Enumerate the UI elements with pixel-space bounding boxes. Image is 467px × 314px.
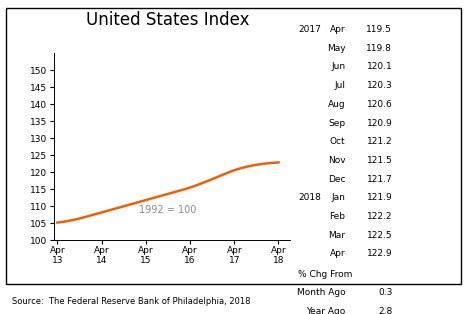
Text: % Chg From: % Chg From [298, 269, 352, 279]
Text: 120.9: 120.9 [367, 118, 392, 127]
Text: 119.5: 119.5 [367, 25, 392, 34]
Text: Jul: Jul [334, 81, 346, 90]
Text: 2.8: 2.8 [378, 307, 392, 314]
Text: Dec: Dec [328, 175, 346, 184]
Text: United States Index: United States Index [86, 11, 250, 29]
Text: Aug: Aug [328, 100, 346, 109]
Text: 119.8: 119.8 [367, 44, 392, 53]
Text: 121.2: 121.2 [367, 137, 392, 146]
Text: Feb: Feb [330, 212, 346, 221]
Text: 0.3: 0.3 [378, 288, 392, 297]
Text: 121.7: 121.7 [367, 175, 392, 184]
Text: Nov: Nov [328, 156, 346, 165]
Text: 120.1: 120.1 [367, 62, 392, 72]
Text: 1992 = 100: 1992 = 100 [139, 205, 197, 215]
Text: Jan: Jan [332, 193, 346, 202]
Text: Apr: Apr [330, 249, 346, 258]
Text: 122.9: 122.9 [367, 249, 392, 258]
Text: Month Ago: Month Ago [297, 288, 346, 297]
Text: 120.6: 120.6 [367, 100, 392, 109]
Text: Sep: Sep [328, 118, 346, 127]
Text: 121.5: 121.5 [367, 156, 392, 165]
Text: 122.5: 122.5 [367, 230, 392, 240]
Text: 2017: 2017 [298, 25, 321, 34]
Text: Year Ago: Year Ago [306, 307, 346, 314]
Text: Apr: Apr [330, 25, 346, 34]
Text: Mar: Mar [329, 230, 346, 240]
Text: Jun: Jun [332, 62, 346, 72]
Text: May: May [327, 44, 346, 53]
Text: 2018: 2018 [298, 193, 321, 202]
Text: Oct: Oct [330, 137, 346, 146]
Text: Source:  The Federal Reserve Bank of Philadelphia, 2018: Source: The Federal Reserve Bank of Phil… [12, 297, 250, 306]
Text: 120.3: 120.3 [367, 81, 392, 90]
Text: 121.9: 121.9 [367, 193, 392, 202]
Text: 122.2: 122.2 [367, 212, 392, 221]
